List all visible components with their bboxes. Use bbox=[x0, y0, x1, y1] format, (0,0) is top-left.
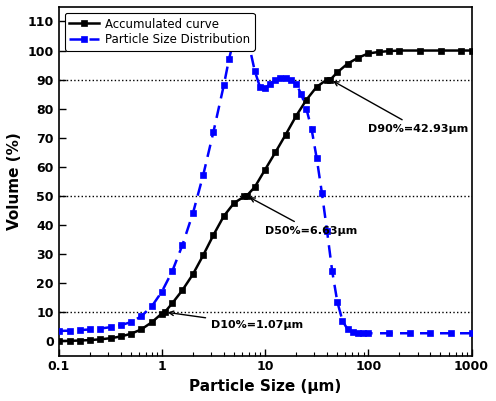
Particle Size Distribution bbox=[350, 329, 356, 334]
Particle Size Distribution bbox=[293, 81, 299, 86]
Particle Size Distribution bbox=[231, 36, 237, 41]
Accumulated curve bbox=[231, 200, 237, 205]
Accumulated curve bbox=[128, 332, 134, 336]
Particle Size Distribution bbox=[221, 83, 227, 88]
Accumulated curve bbox=[458, 48, 464, 53]
Accumulated curve bbox=[56, 338, 62, 343]
Text: D90%=42.93μm: D90%=42.93μm bbox=[334, 82, 469, 134]
Particle Size Distribution bbox=[319, 190, 325, 195]
Particle Size Distribution bbox=[355, 330, 361, 335]
Accumulated curve bbox=[77, 338, 83, 343]
Accumulated curve bbox=[162, 310, 168, 314]
Particle Size Distribution bbox=[97, 326, 103, 331]
Particle Size Distribution bbox=[304, 106, 310, 111]
Text: D50%=6.63μm: D50%=6.63μm bbox=[250, 198, 357, 236]
Particle Size Distribution bbox=[149, 304, 155, 309]
Particle Size Distribution bbox=[236, 28, 242, 32]
Accumulated curve bbox=[169, 301, 175, 306]
Accumulated curve bbox=[242, 194, 248, 199]
Accumulated curve bbox=[345, 61, 351, 66]
Particle Size Distribution bbox=[278, 76, 284, 81]
Particle Size Distribution bbox=[366, 331, 372, 336]
Particle Size Distribution bbox=[138, 314, 144, 319]
Particle Size Distribution bbox=[386, 331, 392, 336]
Line: Accumulated curve: Accumulated curve bbox=[56, 47, 475, 344]
Particle Size Distribution bbox=[313, 156, 319, 160]
Accumulated curve bbox=[386, 49, 392, 53]
Particle Size Distribution bbox=[56, 328, 62, 333]
Particle Size Distribution bbox=[288, 77, 294, 82]
Y-axis label: Volume (%): Volume (%) bbox=[7, 132, 22, 230]
Particle Size Distribution bbox=[257, 85, 263, 89]
Particle Size Distribution bbox=[226, 57, 232, 62]
Legend: Accumulated curve, Particle Size Distribution: Accumulated curve, Particle Size Distrib… bbox=[64, 13, 254, 51]
Particle Size Distribution bbox=[247, 45, 252, 50]
Accumulated curve bbox=[97, 337, 103, 342]
Accumulated curve bbox=[366, 51, 372, 56]
Particle Size Distribution bbox=[469, 331, 475, 336]
Accumulated curve bbox=[327, 77, 333, 82]
Particle Size Distribution bbox=[242, 31, 248, 36]
Particle Size Distribution bbox=[407, 331, 413, 336]
Accumulated curve bbox=[138, 327, 144, 332]
Particle Size Distribution bbox=[427, 331, 433, 336]
Particle Size Distribution bbox=[252, 69, 258, 73]
Particle Size Distribution bbox=[272, 77, 278, 82]
Particle Size Distribution bbox=[448, 331, 454, 336]
Accumulated curve bbox=[355, 55, 361, 60]
Particle Size Distribution bbox=[169, 269, 175, 274]
Accumulated curve bbox=[262, 167, 268, 172]
Particle Size Distribution bbox=[334, 300, 340, 304]
Accumulated curve bbox=[221, 214, 227, 219]
Text: D10%=1.07μm: D10%=1.07μm bbox=[169, 311, 303, 330]
Accumulated curve bbox=[252, 185, 258, 190]
Accumulated curve bbox=[437, 48, 443, 53]
Particle Size Distribution bbox=[180, 243, 186, 248]
Accumulated curve bbox=[244, 193, 249, 198]
Particle Size Distribution bbox=[329, 269, 335, 274]
Particle Size Distribution bbox=[87, 327, 93, 332]
Particle Size Distribution bbox=[345, 327, 351, 332]
Accumulated curve bbox=[67, 338, 73, 343]
Accumulated curve bbox=[334, 70, 340, 75]
Particle Size Distribution bbox=[339, 318, 345, 323]
Particle Size Distribution bbox=[324, 228, 330, 233]
Particle Size Distribution bbox=[128, 320, 134, 325]
Particle Size Distribution bbox=[67, 328, 73, 333]
X-axis label: Particle Size (μm): Particle Size (μm) bbox=[189, 379, 341, 394]
Accumulated curve bbox=[417, 48, 423, 53]
Accumulated curve bbox=[283, 132, 289, 137]
Particle Size Distribution bbox=[190, 211, 196, 216]
Line: Particle Size Distribution: Particle Size Distribution bbox=[56, 27, 475, 336]
Accumulated curve bbox=[293, 113, 299, 118]
Particle Size Distribution bbox=[262, 86, 268, 91]
Particle Size Distribution bbox=[108, 325, 114, 330]
Accumulated curve bbox=[375, 50, 381, 55]
Particle Size Distribution bbox=[283, 76, 289, 81]
Accumulated curve bbox=[304, 97, 310, 102]
Particle Size Distribution bbox=[159, 289, 165, 294]
Accumulated curve bbox=[200, 253, 206, 258]
Particle Size Distribution bbox=[360, 330, 366, 335]
Accumulated curve bbox=[180, 288, 186, 293]
Accumulated curve bbox=[324, 77, 330, 82]
Particle Size Distribution bbox=[77, 328, 83, 332]
Particle Size Distribution bbox=[309, 127, 314, 132]
Accumulated curve bbox=[118, 334, 124, 339]
Particle Size Distribution bbox=[267, 81, 273, 86]
Accumulated curve bbox=[272, 150, 278, 155]
Particle Size Distribution bbox=[210, 130, 216, 134]
Accumulated curve bbox=[149, 320, 155, 325]
Accumulated curve bbox=[87, 338, 93, 342]
Accumulated curve bbox=[396, 48, 402, 53]
Accumulated curve bbox=[159, 311, 165, 316]
Particle Size Distribution bbox=[298, 92, 304, 97]
Particle Size Distribution bbox=[200, 173, 206, 178]
Particle Size Distribution bbox=[118, 323, 124, 328]
Accumulated curve bbox=[108, 336, 114, 340]
Accumulated curve bbox=[210, 233, 216, 237]
Accumulated curve bbox=[190, 272, 196, 277]
Accumulated curve bbox=[313, 85, 319, 89]
Accumulated curve bbox=[469, 48, 475, 53]
